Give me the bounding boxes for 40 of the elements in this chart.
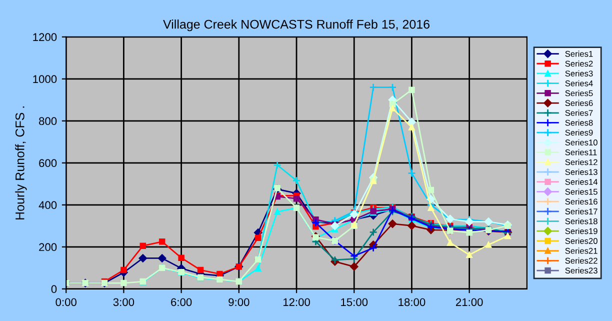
x-tick-label: 15:00: [341, 298, 368, 306]
legend-label: Series10: [565, 139, 598, 146]
legend-label: Series6: [565, 100, 593, 106]
x-tick-label: 0:00: [56, 298, 76, 306]
legend-label: Series13: [565, 168, 598, 175]
legend-label: Series17: [565, 208, 598, 214]
y-tick-label: 200: [39, 243, 57, 252]
legend-label: Series14: [565, 178, 598, 185]
legend-label: Series8: [565, 120, 593, 126]
legend-label: Series21: [565, 248, 598, 254]
legend-label: Series15: [565, 188, 598, 195]
x-tick-label: 9:00: [228, 298, 250, 306]
legend-label: Series20: [565, 238, 598, 244]
legend-label: Series22: [565, 258, 598, 264]
x-tick-label: 12:00: [283, 298, 310, 306]
x-tick-label: 21:00: [456, 298, 483, 306]
x-tick-label: 6:00: [171, 298, 192, 306]
legend-label: Series16: [565, 198, 598, 205]
legend-label: Series2: [565, 60, 593, 67]
y-tick-label: 800: [39, 117, 57, 126]
x-tick-label: 18:00: [398, 298, 426, 306]
y-tick-label: 1000: [33, 75, 57, 84]
y-tick-label: 600: [39, 159, 57, 168]
legend-label: Series9: [565, 129, 593, 136]
legend-label: Series1: [565, 50, 593, 57]
chart-title: Village Creek NOWCASTS Runoff Feb 15, 2016: [163, 20, 430, 32]
legend-label: Series3: [565, 70, 593, 76]
x-tick-label: 3:00: [113, 298, 134, 306]
legend-label: Series23: [565, 267, 598, 274]
legend-label: Series4: [565, 80, 593, 86]
y-axis-title: Hourly Runoff, CFS .: [15, 106, 27, 220]
y-tick-label: 1200: [33, 33, 57, 42]
y-tick-label: 0: [51, 285, 57, 294]
legend-label: Series12: [565, 159, 598, 166]
legend-label: Series19: [565, 228, 598, 234]
legend-label: Series7: [565, 110, 593, 116]
legend-label: Series5: [565, 90, 593, 96]
legend-label: Series18: [565, 218, 598, 224]
legend-label: Series11: [565, 149, 597, 156]
y-tick-label: 400: [38, 201, 57, 210]
